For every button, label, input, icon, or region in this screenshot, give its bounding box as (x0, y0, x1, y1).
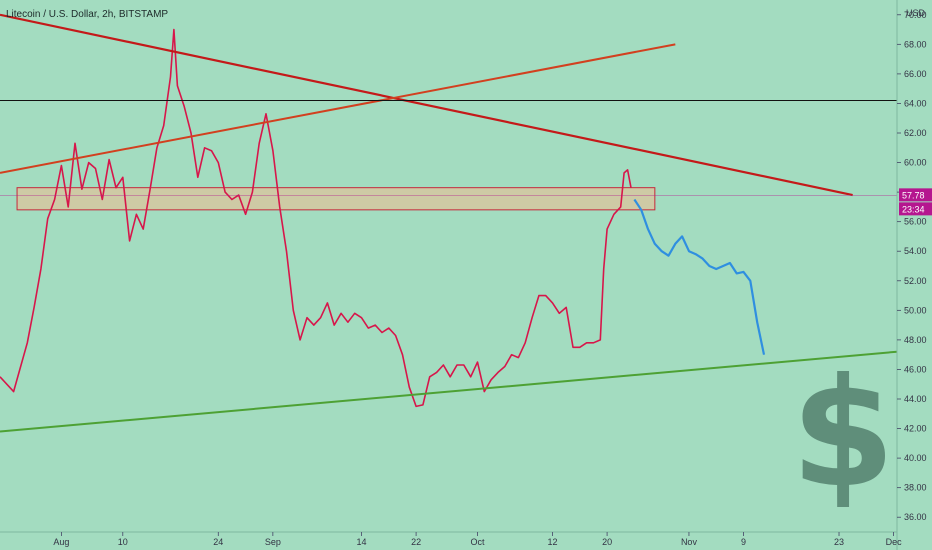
ascending-trend (0, 43, 676, 174)
y-tick-label-9: 54.00 (904, 246, 927, 256)
current-price-badge (899, 188, 932, 202)
y-tick-label-10: 56.00 (904, 217, 927, 227)
support-line (0, 350, 897, 433)
y-axis-unit-label: USD (906, 8, 926, 18)
y-tick-label-2: 40.00 (904, 453, 927, 463)
x-tick-label-12: Dec (886, 537, 903, 547)
y-tick-label-15: 66.00 (904, 69, 927, 79)
y-tick-label-13: 62.00 (904, 128, 927, 138)
x-tick-label-3: Sep (265, 537, 281, 547)
y-tick-label-5: 46.00 (904, 364, 927, 374)
countdown-badge (899, 202, 932, 216)
x-tick-label-10: 9 (741, 537, 746, 547)
y-tick-label-12: 60.00 (904, 158, 927, 168)
y-tick-label-4: 44.00 (904, 394, 927, 404)
chart-title: Litecoin / U.S. Dollar, 2h, BITSTAMP (6, 9, 169, 20)
x-tick-label-5: 22 (411, 537, 421, 547)
y-tick-label-0: 36.00 (904, 512, 927, 522)
y-tick-label-14: 64.00 (904, 98, 927, 108)
current-price-label: 57.78 (902, 190, 925, 200)
descending-resistance (0, 13, 853, 197)
price-line (0, 28, 632, 408)
supply-zone (16, 187, 656, 211)
x-tick-label-2: 24 (213, 537, 223, 547)
x-tick-label-8: 20 (602, 537, 612, 547)
x-tick-label-7: 12 (548, 537, 558, 547)
y-tick-label-3: 42.00 (904, 424, 927, 434)
y-tick-label-16: 68.00 (904, 39, 927, 49)
y-tick-label-8: 52.00 (904, 276, 927, 286)
projection-line (633, 198, 766, 355)
y-tick-label-6: 48.00 (904, 335, 927, 345)
y-tick-label-7: 50.00 (904, 305, 927, 315)
x-tick-label-4: 14 (357, 537, 367, 547)
dollar-watermark-icon: $ (791, 347, 895, 521)
x-tick-label-1: 10 (118, 537, 128, 547)
x-tick-label-11: 23 (834, 537, 844, 547)
x-tick-label-0: Aug (53, 537, 69, 547)
y-tick-label-1: 38.00 (904, 483, 927, 493)
y-tick-label-17: 70.00 (904, 10, 927, 20)
countdown-label: 23:34 (902, 204, 925, 214)
x-tick-label-6: Oct (470, 537, 485, 547)
x-tick-label-9: Nov (681, 537, 698, 547)
